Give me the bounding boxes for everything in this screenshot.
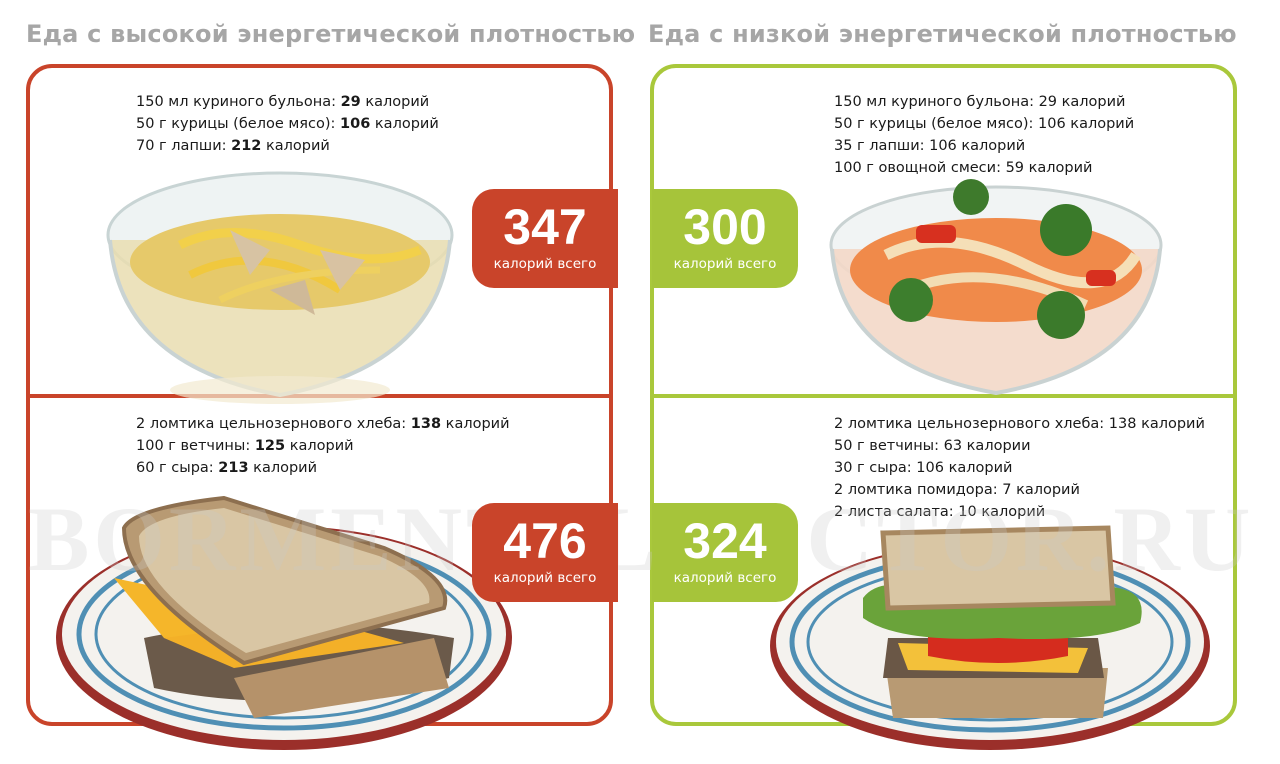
low-soup-facts: 150 мл куриного бульона: 29 калорий 50 г… xyxy=(834,91,1134,179)
total-calories-label: калорий всего xyxy=(493,256,597,272)
fact-line: 50 г курицы (белое мясо): 106 калорий xyxy=(136,113,439,135)
fact-line: 60 г сыра: 213 калорий xyxy=(136,457,510,479)
low-soup-total-badge: 300 калорий всего xyxy=(652,189,798,288)
fact-text: 60 г сыра: xyxy=(136,460,219,476)
high-soup-total-badge: 347 калорий всего xyxy=(472,189,618,288)
fact-line: 2 листа салата: 10 калорий xyxy=(834,504,1046,520)
fact-line: 70 г лапши: 212 калорий xyxy=(136,135,439,157)
total-calories-label: калорий всего xyxy=(493,570,597,586)
total-calories-value: 347 xyxy=(503,199,587,255)
total-calories-value: 324 xyxy=(683,513,767,569)
fact-text: 50 г курицы (белое мясо): xyxy=(136,116,341,132)
total-calories-label: калорий всего xyxy=(673,570,777,586)
fact-unit: калорий xyxy=(360,94,430,110)
fact-text: 150 мл куриного бульона: xyxy=(136,94,341,110)
low-density-title: Еда с низкой энергетической плотностью xyxy=(648,20,1237,48)
fact-value: 125 xyxy=(254,438,286,454)
fact-line: 100 г овощной смеси: 59 калорий xyxy=(834,160,1093,176)
ham-cheese-sandwich-image xyxy=(56,495,512,750)
fact-unit: калорий xyxy=(370,116,439,132)
high-soup-facts: 150 мл куриного бульона: 29 калорий 50 г… xyxy=(136,91,439,157)
fact-value: 106 xyxy=(340,116,371,132)
fact-value: 29 xyxy=(340,94,361,110)
fact-line: 150 мл куриного бульона: 29 калорий xyxy=(136,91,439,113)
vegetable-noodle-soup-image xyxy=(829,179,1163,396)
fact-line: 150 мл куриного бульона: 29 калорий xyxy=(834,94,1126,110)
high-sandwich-facts: 2 ломтика цельнозернового хлеба: 138 кал… xyxy=(136,413,510,479)
fact-line: 50 г курицы (белое мясо): 106 калорий xyxy=(834,116,1135,132)
fact-line: 2 ломтика помидора: 7 калорий xyxy=(834,482,1080,498)
total-calories-label: калорий всего xyxy=(673,256,777,272)
high-sandwich-total-badge: 476 калорий всего xyxy=(472,503,618,602)
fact-line: 100 г ветчины: 125 калорий xyxy=(136,435,510,457)
fact-line: 50 г ветчины: 63 калории xyxy=(834,438,1031,454)
veggie-sandwich-image xyxy=(770,525,1210,750)
fact-line: 2 ломтика цельнозернового хлеба: 138 кал… xyxy=(834,416,1205,432)
total-calories-value: 300 xyxy=(683,199,767,255)
chicken-noodle-soup-image xyxy=(106,171,454,404)
fact-unit: калорий xyxy=(248,460,318,476)
fact-value: 213 xyxy=(218,460,249,476)
fact-unit: калорий xyxy=(261,138,330,154)
fact-text: 70 г лапши: xyxy=(136,138,232,154)
fact-line: 35 г лапши: 106 калорий xyxy=(834,138,1026,154)
fact-line: 2 ломтика цельнозернового хлеба: 138 кал… xyxy=(136,413,510,435)
low-sandwich-total-badge: 324 калорий всего xyxy=(652,503,798,602)
fact-text: 100 г ветчины: xyxy=(136,438,255,454)
fact-text: 2 ломтика цельнозернового хлеба: xyxy=(136,416,411,432)
total-calories-value: 476 xyxy=(503,513,587,569)
high-density-title: Еда с высокой энергетической плотностью xyxy=(26,20,636,48)
fact-value: 212 xyxy=(231,138,262,154)
panel-divider xyxy=(654,394,1233,398)
fact-line: 30 г сыра: 106 калорий xyxy=(834,460,1013,476)
fact-unit: калорий xyxy=(285,438,354,454)
fact-value: 138 xyxy=(410,416,442,432)
low-sandwich-facts: 2 ломтика цельнозернового хлеба: 138 кал… xyxy=(834,413,1205,523)
fact-unit: калорий xyxy=(441,416,510,432)
